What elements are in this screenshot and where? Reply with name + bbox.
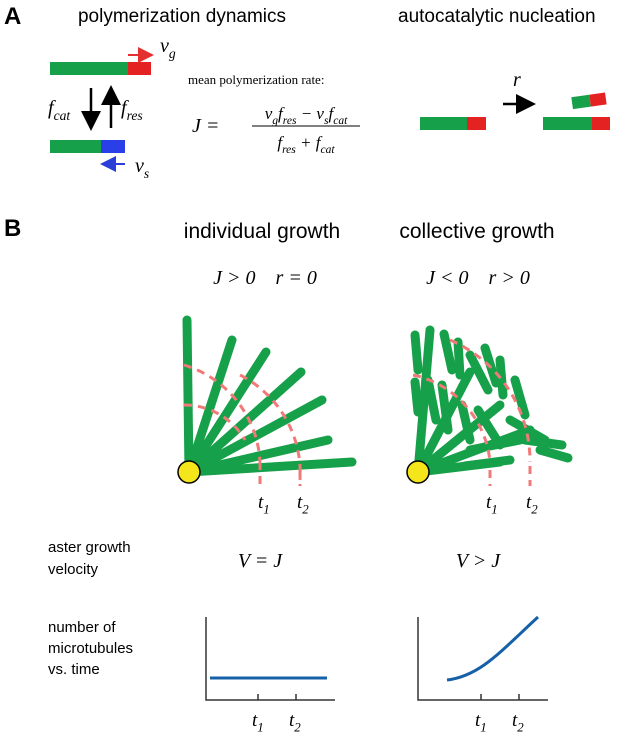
math-text: v <box>265 104 273 123</box>
nucleated-microtubule <box>571 92 607 110</box>
math-text: t <box>475 710 481 731</box>
condition: J < 0 r > 0 <box>426 267 530 289</box>
subscript: 2 <box>302 502 309 517</box>
math-text: t <box>486 492 492 513</box>
row-label: microtubules <box>48 640 133 657</box>
subscript: res <box>282 143 296 156</box>
subscript: cat <box>333 114 348 127</box>
math-text: J = <box>192 115 219 137</box>
math-text: J < 0 r > 0 <box>426 267 530 289</box>
microtubule <box>50 140 101 153</box>
time-label: t2 <box>512 710 524 732</box>
subscript: s <box>144 166 149 181</box>
math-text: r <box>513 69 521 91</box>
subscript: cat <box>54 108 72 123</box>
math-text: v <box>135 155 144 177</box>
time-label: t2 <box>289 710 301 732</box>
condition: J > 0 r = 0 <box>213 267 317 289</box>
panel-label: A <box>4 3 21 30</box>
row-label: number of <box>48 619 116 636</box>
aster-individual <box>177 315 357 486</box>
microtubule <box>543 117 592 130</box>
panel-label: B <box>4 215 21 242</box>
gtp-cap <box>467 117 486 130</box>
math-text: f <box>328 104 335 123</box>
subscript: s <box>324 114 329 127</box>
equation: J = <box>192 115 219 137</box>
subscript: res <box>283 114 297 127</box>
subscript: g <box>169 46 176 61</box>
time-label: t1 <box>252 710 264 732</box>
math-text: V > J <box>456 550 501 572</box>
math-text: + f <box>296 133 323 152</box>
math-label: vg <box>160 35 176 61</box>
time-label: t1 <box>486 492 498 517</box>
gdp-end <box>101 140 125 153</box>
subscript: 1 <box>257 720 263 732</box>
microtubule <box>50 62 128 75</box>
row-label: aster growth <box>48 539 131 556</box>
math-text: v <box>160 35 169 57</box>
time-label: t2 <box>526 492 538 517</box>
gtp-cap <box>592 117 610 130</box>
panel-title: individual growth <box>184 220 340 243</box>
math-label: fres <box>121 97 143 123</box>
microtubule <box>420 117 467 130</box>
row-label: velocity <box>48 561 99 578</box>
math-text: f <box>48 97 56 119</box>
subscript: res <box>127 108 143 123</box>
math-label: r <box>513 69 521 91</box>
time-label: t2 <box>297 492 309 517</box>
equation: vgfres − vsfcat <box>265 104 348 127</box>
panel-title: polymerization dynamics <box>78 6 286 27</box>
math-text: t <box>252 710 258 731</box>
math-text: f <box>277 133 284 152</box>
math-text: t <box>297 492 303 513</box>
equation: fres + fcat <box>277 133 335 156</box>
subscript: 1 <box>480 720 486 732</box>
math-text: f <box>121 97 129 119</box>
subscript: 2 <box>294 720 301 732</box>
subscript: 2 <box>517 720 524 732</box>
velocity: V > J <box>456 550 501 572</box>
panel-title: collective growth <box>399 220 554 243</box>
aster-collective <box>406 325 573 486</box>
gtp-cap <box>128 62 151 75</box>
math-text: t <box>289 710 295 731</box>
math-text: − v <box>296 104 324 123</box>
subscript: g <box>272 114 278 127</box>
math-text: V = J <box>238 550 283 572</box>
math-text: t <box>258 492 264 513</box>
math-label: fcat <box>48 97 71 123</box>
time-label: t1 <box>258 492 270 517</box>
math-text: t <box>526 492 532 513</box>
time-label: t1 <box>475 710 487 732</box>
math-text: f <box>278 104 285 123</box>
math-text: t <box>512 710 518 731</box>
row-label: vs. time <box>48 661 100 678</box>
velocity: V = J <box>238 550 283 572</box>
subscript: 2 <box>531 502 538 517</box>
math-label: vs <box>135 155 149 181</box>
plot-individual <box>205 617 335 701</box>
subscript: cat <box>321 143 336 156</box>
subscript: 1 <box>491 502 497 517</box>
math-text: J > 0 r = 0 <box>213 267 317 289</box>
panel-title: autocatalytic nucleation <box>398 6 596 27</box>
plot-collective <box>417 615 548 701</box>
caption: mean polymerization rate: <box>188 72 324 87</box>
subscript: 1 <box>263 502 269 517</box>
